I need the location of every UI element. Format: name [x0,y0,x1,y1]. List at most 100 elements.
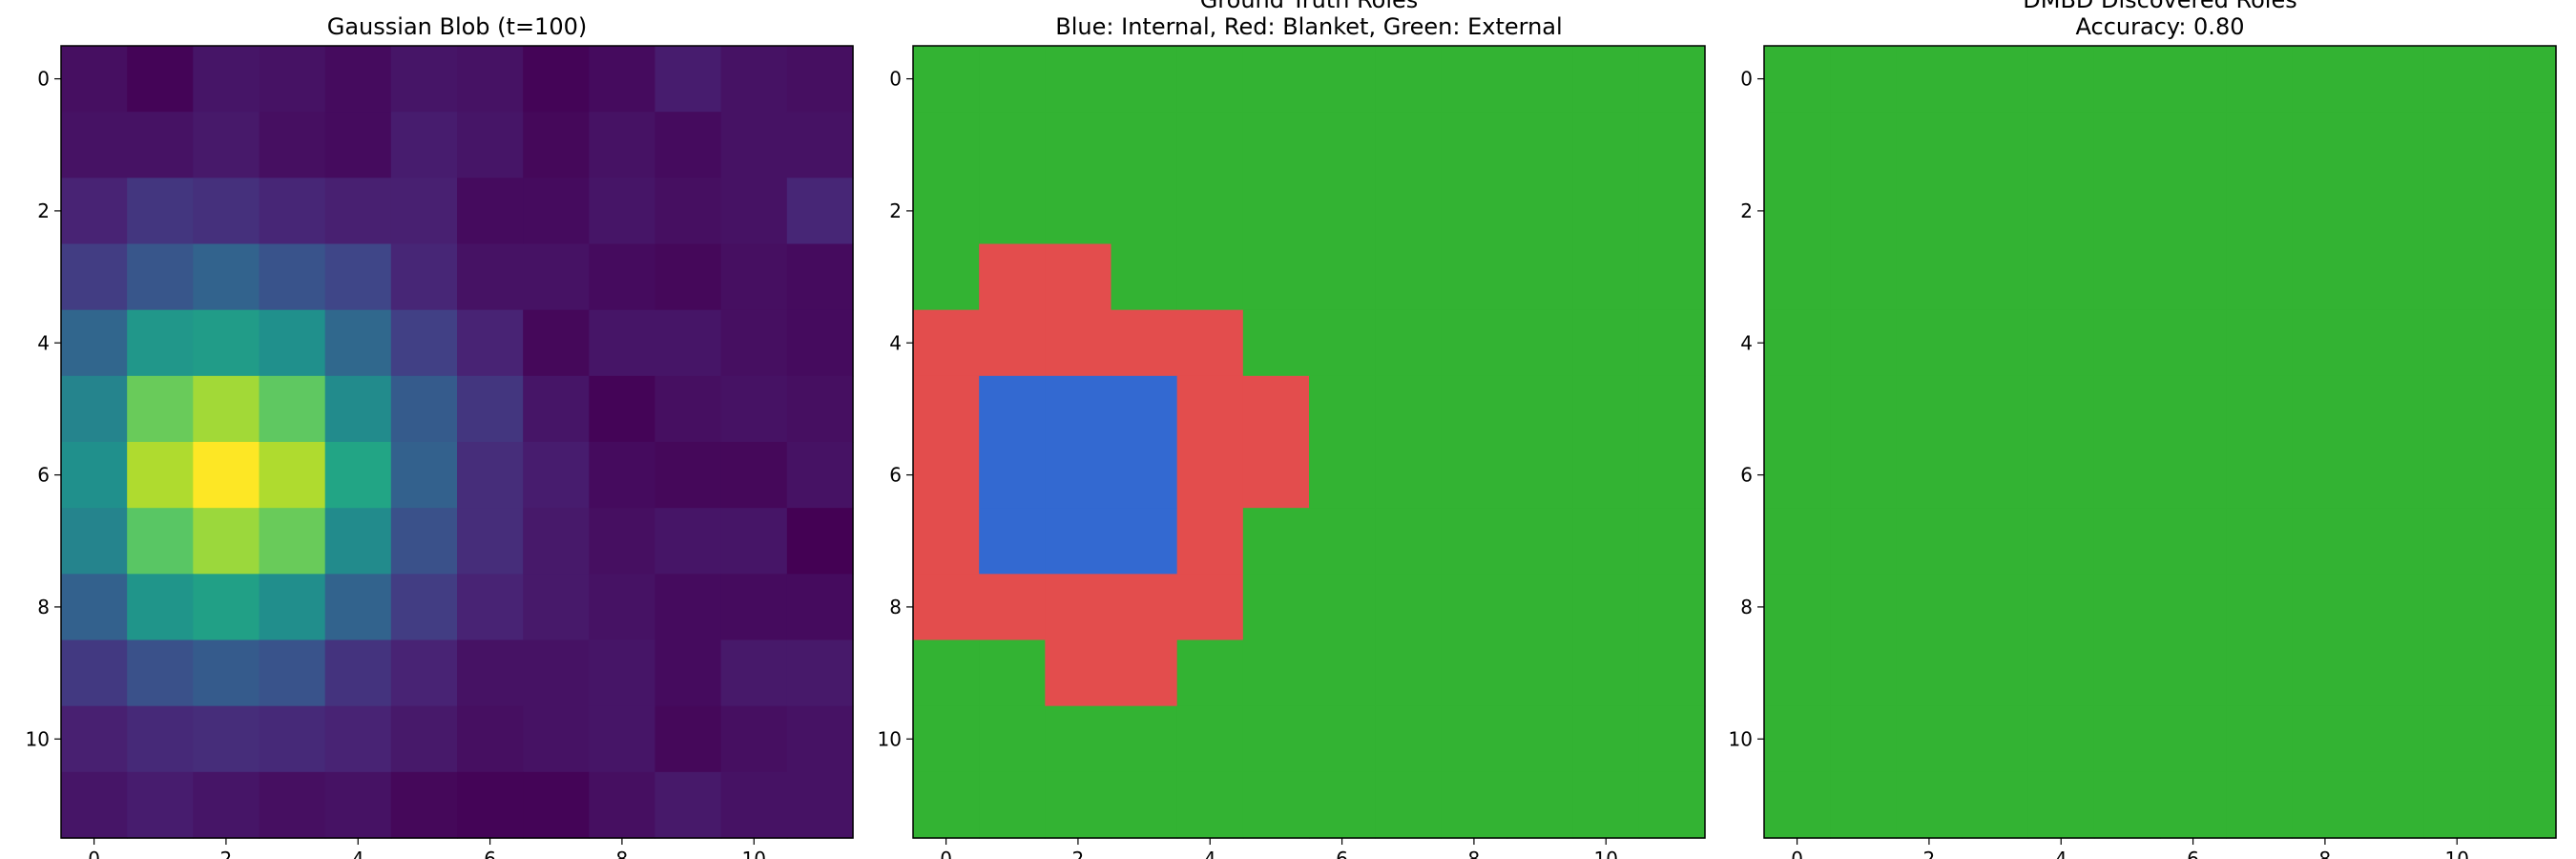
heatmap-cell [1830,705,1897,773]
panel-dmbd-discovered-roles: DMBD Discovered Roles Accuracy: 0.80 0 2 4… [1729,0,2557,859]
heatmap-cell [259,574,326,641]
heatmap-cell [654,574,722,641]
heatmap-cell [1572,178,1640,245]
heatmap-cell [2226,771,2293,839]
heatmap-cell [2358,112,2425,178]
heatmap-cell [1375,112,1442,178]
heatmap-cell [1242,112,1310,178]
heatmap-cell [1572,771,1640,839]
heatmap-cell [1045,639,1112,707]
heatmap-cell [1764,705,1831,773]
x-tick-label: 10 [1594,848,1618,859]
heatmap-cell [1638,46,1706,113]
heatmap-cell [720,46,788,113]
heatmap-cell [589,508,656,575]
heatmap-cell [1638,178,1706,245]
heatmap-cell [786,639,854,707]
heatmap-cell [2358,574,2425,641]
heatmap-cell [720,309,788,377]
heatmap-cell [1962,442,2029,509]
heatmap-cell [324,375,392,443]
heatmap-cell [1896,178,1963,245]
heatmap-cell [324,771,392,839]
heatmap-cell [2489,442,2557,509]
heatmap-cell [720,375,788,443]
heatmap-cell [1830,508,1897,575]
heatmap-cell [1962,46,2029,113]
heatmap-cell [1896,639,1963,707]
heatmap-cell [720,771,788,839]
heatmap-cell [1045,442,1112,509]
heatmap-cell [1638,508,1706,575]
heatmap-cell [193,705,260,773]
y-tick-label: 4 [37,331,50,354]
heatmap-cell [2358,705,2425,773]
heatmap-cell [1572,46,1640,113]
heatmap-cell [1045,508,1112,575]
heatmap-cell [457,639,524,707]
heatmap-cell [2292,375,2359,443]
heatmap-cell [979,243,1046,311]
heatmap-cell [193,375,260,443]
heatmap-cell [127,639,194,707]
heatmap-cell [1638,112,1706,178]
heatmap-cell [720,112,788,178]
x-tick-label: 4 [2055,848,2067,859]
heatmap-cell [1764,178,1831,245]
heatmap-cell [786,442,854,509]
heatmap-cell [1441,442,1508,509]
heatmap-cell [1962,771,2029,839]
chart-subtitle: Blue: Internal, Red: Blanket, Green: Ext… [1055,13,1562,40]
heatmap-cell [1764,442,1831,509]
heatmap-cell [913,178,980,245]
heatmap-cell [2160,112,2227,178]
heatmap-cell [1506,309,1574,377]
heatmap-cell [390,112,458,178]
heatmap-cell [786,771,854,839]
heatmap-cell [2027,705,2095,773]
heatmap-cell [1638,771,1706,839]
heatmap-cell [2226,243,2293,311]
heatmap-cell [1176,442,1244,509]
heatmap-cell [2226,309,2293,377]
heatmap-cell [979,639,1046,707]
heatmap-cell [1111,46,1178,113]
heatmap-cell [913,375,980,443]
heatmap-cell [1830,771,1897,839]
heatmap-cell [786,508,854,575]
chart-title: Gaussian Blob (t=100) [327,13,587,40]
heatmap-cell [979,375,1046,443]
heatmap-cell [127,243,194,311]
x-tick-label: 6 [1336,848,1348,859]
heatmap-cell [1242,639,1310,707]
heatmap-cell [2423,574,2491,641]
heatmap-cells [61,46,854,839]
heatmap-cell [259,243,326,311]
heatmap-cell [2423,771,2491,839]
heatmap-cell [390,243,458,311]
heatmap-cell [2358,771,2425,839]
heatmap-cell [2292,771,2359,839]
x-tick-label: 10 [742,848,766,859]
heatmap-cell [1896,243,1963,311]
x-tick-label: 2 [220,848,233,859]
heatmap-cell [786,574,854,641]
heatmap-cell [2423,705,2491,773]
heatmap-cell [127,46,194,113]
heatmap-cell [2489,771,2557,839]
heatmap-cell [1506,705,1574,773]
heatmap-cell [1638,375,1706,443]
role-cells [1764,46,2557,839]
heatmap-cell [979,112,1046,178]
heatmap-cell [2226,508,2293,575]
heatmap-cell [2093,508,2161,575]
x-tick-label: 4 [352,848,364,859]
chart-title: DMBD Discovered Roles [2023,0,2296,13]
y-tick-label: 6 [37,464,50,487]
heatmap-cell [523,309,590,377]
x-axis-ticks: 0 2 4 6 8 10 [940,838,1618,859]
heatmap-cell [654,309,722,377]
heatmap-cell [1638,243,1706,311]
heatmap-cell [2292,46,2359,113]
heatmap-cell [193,639,260,707]
